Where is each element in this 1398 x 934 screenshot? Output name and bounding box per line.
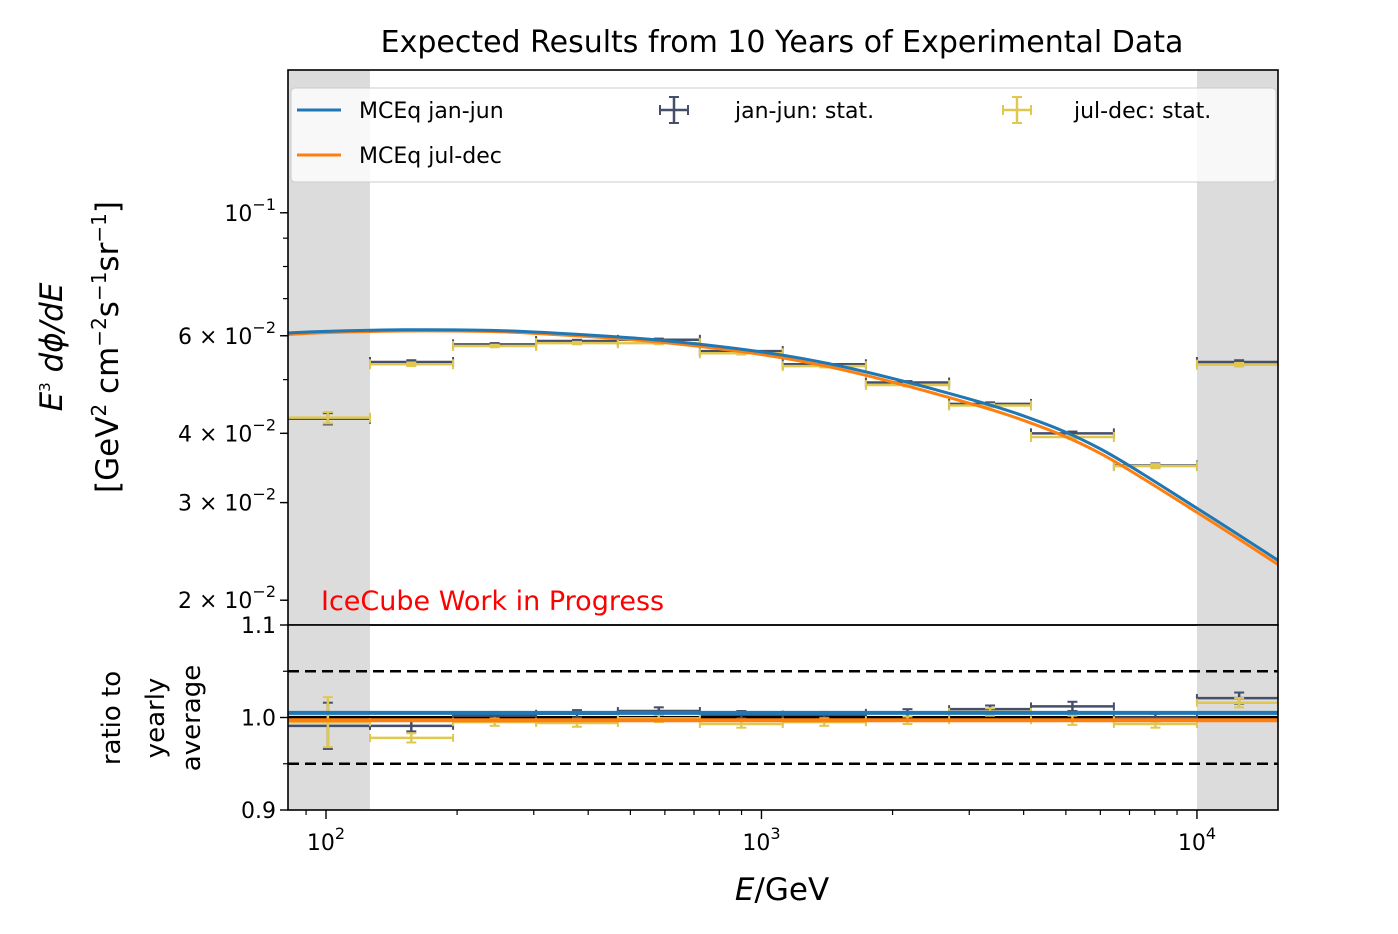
x-tick-label: 104 — [1178, 824, 1216, 856]
x-axis-label: E/GeV — [735, 872, 829, 908]
main-y-ticks: 10−1 6 × 10−2 4 × 10−2 3 × 10−2 2 × 10−2 — [178, 195, 288, 614]
y-tick-label: 6 × 10−2 — [178, 318, 276, 350]
curve-mceq-jan-jun — [288, 328, 1278, 562]
data-point — [1195, 359, 1278, 370]
x-ticks: 102 103 104 — [305, 810, 1216, 856]
ratio-y-label-line: ratio to — [97, 671, 127, 765]
data-point — [452, 340, 538, 351]
ratio-y-axis-label: ratio to yearly average — [97, 665, 207, 771]
legend-swatch-jul-dec-stat — [1002, 96, 1032, 124]
ratio-y-ticks: 0.9 1.0 1.1 — [241, 614, 288, 824]
ratio-y-label-line: yearly — [141, 678, 171, 759]
watermark-annotation: IceCube Work in Progress — [321, 586, 664, 617]
ratio-y-tick-label: 0.9 — [241, 799, 276, 824]
y-axis-label-line2: [GeV2 cm−2s−1sr−1] — [87, 201, 126, 493]
legend-frame — [290, 87, 1277, 183]
main-y-axis-label: E3 dϕ/dE [GeV2 cm−2s−1sr−1] — [34, 201, 126, 493]
y-axis-label-line1: E3 dϕ/dE — [34, 282, 70, 411]
main-data — [288, 328, 1278, 566]
data-point — [288, 411, 372, 425]
data-point — [1195, 697, 1278, 709]
data-point — [369, 732, 455, 744]
x-tick-label: 103 — [742, 824, 780, 856]
data-point — [1029, 700, 1115, 713]
data-point — [369, 359, 455, 370]
y-tick-label: 10−1 — [224, 195, 276, 227]
legend-label-mceq-jan-jun: MCEq jan-jun — [359, 99, 504, 124]
main-panel: MCEq jan-jun MCEq jul-dec jan-jun: stat. — [34, 69, 1279, 626]
legend: MCEq jan-jun MCEq jul-dec jan-jun: stat. — [290, 87, 1277, 183]
chart-title: Expected Results from 10 Years of Experi… — [381, 25, 1184, 60]
ratio-data — [288, 670, 1278, 765]
ratio-axes-frame — [287, 624, 1279, 811]
y-tick-label: 4 × 10−2 — [178, 415, 276, 447]
legend-label-jan-jun-stat: jan-jun: stat. — [734, 99, 874, 124]
ratio-y-tick-label: 1.1 — [241, 614, 276, 639]
legend-label-mceq-jul-dec: MCEq jul-dec — [359, 144, 502, 169]
ratio-y-label-line: average — [177, 665, 207, 771]
x-tick-label: 102 — [307, 824, 345, 856]
y-tick-label: 3 × 10−2 — [178, 485, 276, 517]
ratio-panel: 0.9 1.0 1.1 102 103 104 ratio to yearly averag… — [97, 614, 1279, 908]
legend-label-jul-dec-stat: jul-dec: stat. — [1073, 99, 1211, 124]
ratio-y-tick-label: 1.0 — [241, 707, 276, 732]
legend-swatch-jan-jun-stat — [659, 96, 689, 124]
y-tick-label: 2 × 10−2 — [178, 582, 276, 614]
